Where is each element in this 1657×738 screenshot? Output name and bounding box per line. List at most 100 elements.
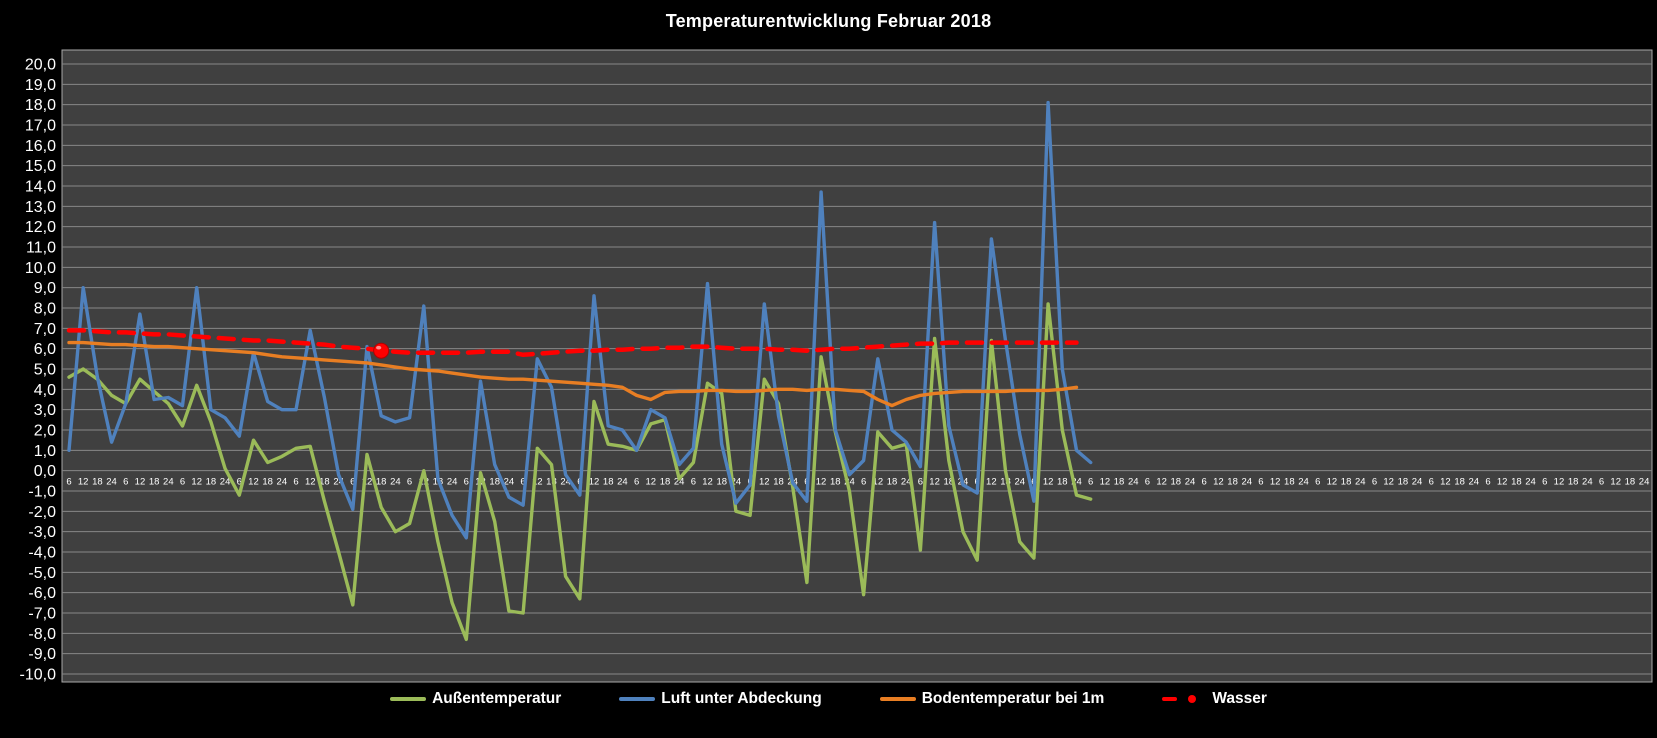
svg-text:12: 12 — [816, 477, 827, 488]
series-line-wasser — [66, 328, 1079, 358]
svg-text:18: 18 — [1000, 477, 1011, 488]
svg-text:8,0: 8,0 — [34, 301, 56, 318]
svg-text:9,0: 9,0 — [34, 280, 56, 297]
svg-text:6: 6 — [1542, 477, 1547, 488]
svg-text:18: 18 — [376, 477, 387, 488]
svg-text:20,0: 20,0 — [25, 57, 56, 74]
svg-text:6: 6 — [634, 477, 639, 488]
svg-text:6: 6 — [1315, 477, 1320, 488]
svg-text:15,0: 15,0 — [25, 158, 56, 175]
svg-text:12: 12 — [646, 477, 657, 488]
svg-text:-3,0: -3,0 — [28, 524, 56, 541]
svg-text:6: 6 — [237, 477, 242, 488]
svg-text:12: 12 — [248, 477, 259, 488]
svg-text:14,0: 14,0 — [25, 179, 56, 196]
svg-text:18: 18 — [1454, 477, 1465, 488]
svg-text:11,0: 11,0 — [26, 240, 56, 257]
svg-text:18,0: 18,0 — [25, 97, 56, 114]
svg-text:24: 24 — [333, 477, 344, 488]
svg-text:12: 12 — [1100, 477, 1111, 488]
legend-item-bodentemperatur: Bodentemperatur bei 1m — [879, 690, 1104, 708]
svg-text:24: 24 — [1525, 477, 1536, 488]
svg-text:24: 24 — [1469, 477, 1480, 488]
legend-item-aussentemperatur: Außentemperatur — [390, 690, 561, 708]
svg-text:18: 18 — [1625, 477, 1636, 488]
svg-text:6: 6 — [520, 477, 525, 488]
svg-text:12: 12 — [1213, 477, 1224, 488]
svg-text:24: 24 — [1298, 477, 1309, 488]
svg-text:12,0: 12,0 — [25, 219, 56, 236]
aussentemperatur-line-swatch — [390, 697, 427, 701]
bodentemperatur-line-swatch — [879, 697, 916, 701]
svg-text:16,0: 16,0 — [25, 138, 56, 155]
svg-text:6: 6 — [1429, 477, 1434, 488]
svg-text:-2,0: -2,0 — [28, 504, 56, 521]
svg-text:-7,0: -7,0 — [28, 606, 56, 623]
svg-text:18: 18 — [1227, 477, 1238, 488]
svg-text:19,0: 19,0 — [25, 77, 56, 94]
svg-text:24: 24 — [106, 477, 117, 488]
svg-text:12: 12 — [702, 477, 713, 488]
svg-text:24: 24 — [504, 477, 515, 488]
svg-text:24: 24 — [901, 477, 912, 488]
legend-label-luft-unter-abdeckung: Luft unter Abdeckung — [661, 690, 822, 707]
svg-text:18: 18 — [149, 477, 160, 488]
chart-title: Temperaturentwicklung Februar 2018 — [665, 11, 992, 31]
svg-text:12: 12 — [418, 477, 429, 488]
svg-text:-5,0: -5,0 — [28, 565, 56, 582]
plot-area — [61, 49, 1653, 683]
svg-text:-9,0: -9,0 — [28, 646, 56, 663]
svg-text:24: 24 — [447, 477, 458, 488]
svg-text:6: 6 — [180, 477, 185, 488]
series-line-bodentemperatur — [67, 340, 1079, 408]
svg-text:24: 24 — [220, 477, 231, 488]
svg-text:24: 24 — [1582, 477, 1593, 488]
svg-text:6,0: 6,0 — [34, 341, 56, 358]
svg-text:12: 12 — [1497, 477, 1508, 488]
svg-text:12: 12 — [873, 477, 884, 488]
svg-text:24: 24 — [1639, 477, 1650, 488]
svg-text:-8,0: -8,0 — [28, 626, 56, 643]
svg-text:12: 12 — [986, 477, 997, 488]
svg-text:24: 24 — [844, 477, 855, 488]
wasser-dashed-line-swatch — [1162, 694, 1206, 704]
svg-text:12: 12 — [362, 477, 373, 488]
svg-text:18: 18 — [1398, 477, 1409, 488]
svg-text:13,0: 13,0 — [25, 199, 56, 216]
svg-text:18: 18 — [1057, 477, 1068, 488]
series-line-luft-unter-abdeckung — [67, 100, 1093, 540]
svg-text:12: 12 — [305, 477, 316, 488]
svg-text:6: 6 — [350, 477, 355, 488]
svg-text:18: 18 — [1284, 477, 1295, 488]
svg-text:12: 12 — [191, 477, 202, 488]
svg-text:18: 18 — [943, 477, 954, 488]
svg-text:6: 6 — [1485, 477, 1490, 488]
svg-text:7,0: 7,0 — [34, 321, 56, 338]
svg-text:6: 6 — [861, 477, 866, 488]
svg-text:24: 24 — [1014, 477, 1025, 488]
svg-text:18: 18 — [319, 477, 330, 488]
svg-text:24: 24 — [163, 477, 174, 488]
svg-text:18: 18 — [546, 477, 557, 488]
svg-text:24: 24 — [1241, 477, 1252, 488]
svg-text:12: 12 — [135, 477, 146, 488]
svg-text:12: 12 — [1383, 477, 1394, 488]
svg-text:6: 6 — [1599, 477, 1604, 488]
svg-text:18: 18 — [1171, 477, 1182, 488]
svg-text:12: 12 — [1156, 477, 1167, 488]
luft-line-swatch — [619, 697, 656, 701]
gridlines — [62, 63, 1652, 675]
chart-legend: Außentemperatur Luft unter Abdeckung Bod… — [0, 690, 1657, 708]
svg-text:12: 12 — [1610, 477, 1621, 488]
svg-text:6: 6 — [407, 477, 412, 488]
svg-text:12: 12 — [759, 477, 770, 488]
legend-label-wasser: Wasser — [1212, 690, 1267, 707]
series-line-aussentemperatur — [67, 302, 1093, 642]
svg-text:12: 12 — [1043, 477, 1054, 488]
svg-text:6: 6 — [1145, 477, 1150, 488]
svg-text:24: 24 — [731, 477, 742, 488]
svg-text:12: 12 — [532, 477, 543, 488]
svg-text:18: 18 — [830, 477, 841, 488]
